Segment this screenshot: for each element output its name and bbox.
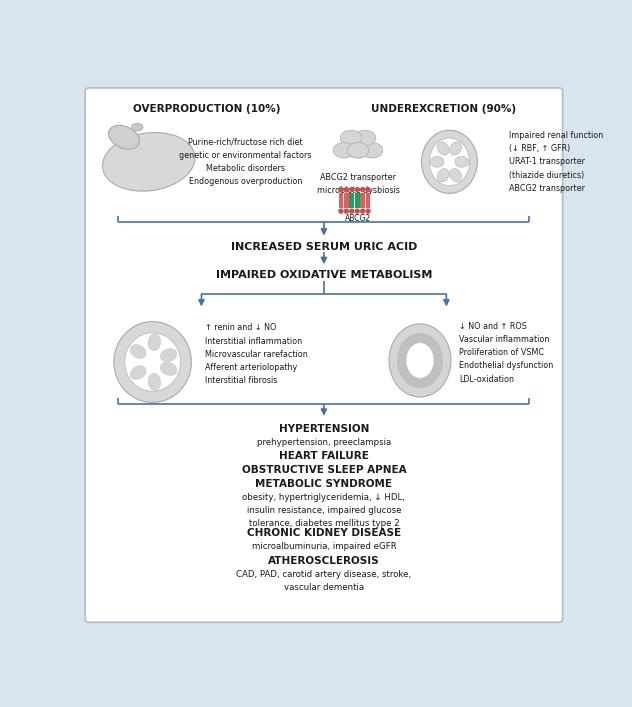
Text: HEART FAILURE: HEART FAILURE [279, 451, 369, 462]
Text: ATHEROSCLEROSIS: ATHEROSCLEROSIS [268, 556, 380, 566]
Ellipse shape [430, 156, 444, 168]
Ellipse shape [130, 344, 146, 358]
Ellipse shape [161, 349, 177, 362]
Ellipse shape [455, 156, 469, 168]
Text: UNDEREXCRETION (90%): UNDEREXCRETION (90%) [371, 105, 516, 115]
Text: ↑ renin and ↓ NO
Interstitial inflammation
Microvascular rarefaction
Afferent ar: ↑ renin and ↓ NO Interstitial inflammati… [205, 323, 307, 385]
Circle shape [360, 209, 365, 214]
Text: OVERPRODUCTION (10%): OVERPRODUCTION (10%) [133, 105, 281, 115]
Circle shape [338, 187, 344, 192]
Ellipse shape [148, 334, 161, 351]
Text: CHRONIC KIDNEY DISEASE: CHRONIC KIDNEY DISEASE [247, 528, 401, 538]
Text: Impaired renal function
(↓ RBF, ↑ GFR)
URAT-1 transporter
(thiazide diuretics)
A: Impaired renal function (↓ RBF, ↑ GFR) U… [509, 131, 604, 193]
Ellipse shape [102, 132, 195, 191]
Text: obesity, hypertriglyceridemia, ↓ HDL,
insulin resistance, impaired glucose
toler: obesity, hypertriglyceridemia, ↓ HDL, in… [243, 493, 405, 527]
Ellipse shape [125, 333, 181, 391]
Text: HYPERTENSION: HYPERTENSION [279, 423, 369, 433]
Ellipse shape [131, 123, 143, 131]
Ellipse shape [340, 130, 362, 146]
Ellipse shape [389, 324, 451, 397]
Text: ABCG2 transporter
microbiote dysbiosis: ABCG2 transporter microbiote dysbiosis [317, 173, 399, 195]
FancyBboxPatch shape [85, 88, 562, 622]
Circle shape [355, 187, 360, 192]
Text: CAD, PAD, carotid artery disease, stroke,
vascular dementia: CAD, PAD, carotid artery disease, stroke… [236, 570, 411, 592]
Text: prehypertension, preeclampsia: prehypertension, preeclampsia [257, 438, 391, 447]
Circle shape [344, 209, 349, 214]
Ellipse shape [114, 322, 191, 402]
Text: OBSTRUCTIVE SLEEP APNEA: OBSTRUCTIVE SLEEP APNEA [241, 465, 406, 475]
Circle shape [355, 209, 360, 214]
Ellipse shape [354, 130, 376, 146]
Ellipse shape [422, 130, 477, 194]
Ellipse shape [437, 168, 449, 182]
Ellipse shape [130, 366, 146, 380]
Ellipse shape [109, 125, 140, 149]
Ellipse shape [406, 343, 434, 378]
Ellipse shape [398, 334, 442, 387]
Ellipse shape [347, 143, 369, 158]
Ellipse shape [161, 363, 177, 375]
Text: ↓ NO and ↑ ROS
Vascular inflammation
Proliferation of VSMC
Endothelial dysfuncti: ↓ NO and ↑ ROS Vascular inflammation Pro… [459, 322, 553, 384]
Circle shape [344, 187, 349, 192]
Bar [344, 192, 349, 208]
Text: IMPAIRED OXIDATIVE METABOLISM: IMPAIRED OXIDATIVE METABOLISM [216, 270, 432, 281]
Ellipse shape [347, 143, 369, 158]
Ellipse shape [437, 142, 449, 155]
Circle shape [365, 209, 371, 214]
Ellipse shape [333, 143, 355, 158]
Bar [349, 192, 354, 208]
Ellipse shape [361, 143, 383, 158]
Bar [366, 192, 370, 208]
Circle shape [338, 209, 344, 214]
Bar [355, 192, 360, 208]
Text: ABCG2: ABCG2 [345, 214, 371, 223]
Circle shape [349, 187, 355, 192]
Circle shape [360, 187, 365, 192]
Bar [339, 192, 343, 208]
Circle shape [365, 187, 371, 192]
Text: INCREASED SERUM URIC ACID: INCREASED SERUM URIC ACID [231, 242, 417, 252]
Text: METABOLIC SYNDROME: METABOLIC SYNDROME [255, 479, 392, 489]
Ellipse shape [450, 168, 461, 182]
Ellipse shape [429, 138, 470, 186]
Text: microalbuminuria, impaired eGFR: microalbuminuria, impaired eGFR [252, 542, 396, 551]
Text: Purine-rich/fructose rich diet
genetic or environmental factors
Metabolic disord: Purine-rich/fructose rich diet genetic o… [179, 138, 312, 186]
Circle shape [349, 209, 355, 214]
Ellipse shape [148, 373, 161, 390]
Ellipse shape [450, 142, 461, 155]
Bar [360, 192, 365, 208]
